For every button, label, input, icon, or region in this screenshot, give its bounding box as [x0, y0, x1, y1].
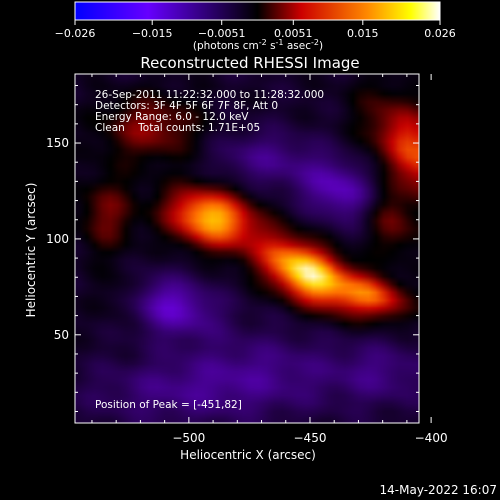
x-tick-label: −500 — [172, 431, 205, 445]
colorbar-tick-label: 0.026 — [424, 27, 456, 40]
colorbar-tick-label: −0.026 — [55, 27, 96, 40]
observation-info: 26-Sep-2011 11:22:32.000 to 11:28:32.000… — [95, 89, 324, 134]
heatmap-image — [75, 74, 419, 423]
x-axis-label: Heliocentric X (arcsec) — [180, 448, 316, 462]
x-tick-label: −450 — [294, 431, 327, 445]
colorbar-units: (photons cm-2 s-1 asec-2) — [193, 38, 323, 52]
plot-frame — [74, 73, 420, 424]
y-axis-ticks: 50 100 150 — [46, 85, 419, 412]
y-tick-label: 50 — [54, 328, 69, 342]
y-tick-label: 100 — [46, 232, 69, 246]
timestamp: 14-May-2022 16:07 — [380, 483, 497, 497]
colorbar-tick-labels: −0.026 −0.015 −0.0051 0.0051 0.015 0.026 — [55, 27, 456, 40]
colorbar-tick-label: 0.0051 — [274, 27, 313, 40]
x-tick-label: −400 — [415, 431, 448, 445]
y-tick-label: 150 — [46, 136, 69, 150]
colorbar-tick-label: 0.015 — [347, 27, 379, 40]
colorbar: −0.026 −0.015 −0.0051 0.0051 0.015 0.026 (pho… — [55, 1, 456, 52]
y-axis-label: Heliocentric Y (arcsec) — [24, 183, 38, 318]
info-line-detectors: Detectors: 3F 4F 5F 6F 7F 8F, Att 0 — [95, 100, 278, 112]
chart-title: Reconstructed RHESSI Image — [140, 54, 359, 72]
colorbar-gradient — [74, 1, 441, 21]
x-axis-ticks: −500 −450 −400 — [91, 74, 448, 445]
info-line-time: 26-Sep-2011 11:22:32.000 to 11:28:32.000 — [95, 89, 324, 101]
info-line-energy: Energy Range: 6.0 - 12.0 keV — [95, 111, 249, 123]
colorbar-tick-label: −0.015 — [132, 27, 173, 40]
colorbar-ticks — [74, 20, 441, 25]
peak-position-label: Position of Peak = [-451,82] — [95, 399, 242, 411]
info-line-clean: Clean Total counts: 1.71E+05 — [95, 122, 260, 134]
colorbar-tick-label: −0.0051 — [198, 27, 246, 40]
